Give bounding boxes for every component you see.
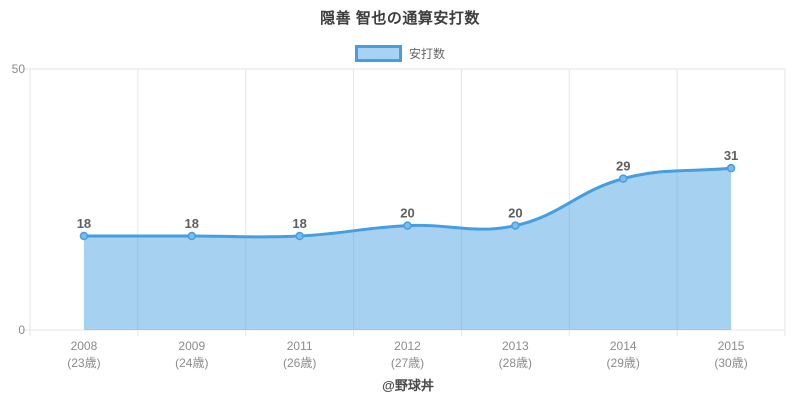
value-label: 29 [616,159,630,174]
x-tick-year: 2008 [71,339,98,353]
data-point[interactable] [403,221,412,230]
x-tick-age: (30歳) [714,356,747,370]
x-tick-age: (27歳) [391,356,424,370]
data-point[interactable] [79,231,89,241]
value-label: 18 [292,216,306,231]
x-tick-age: (28歳) [499,356,532,370]
x-tick-year: 2014 [610,339,637,353]
value-label: 20 [400,206,414,221]
x-tick-year: 2012 [394,339,421,353]
value-label: 20 [508,206,522,221]
data-point[interactable] [187,231,197,241]
data-point[interactable] [618,174,628,183]
x-tick-year: 2009 [178,339,205,353]
value-label: 31 [724,148,738,163]
data-point[interactable] [511,221,520,230]
x-tick-year: 2011 [287,339,313,353]
footer-credit: @野球丼 [382,378,434,393]
data-point[interactable] [295,231,304,241]
x-tick-age: (26歳) [283,356,316,370]
data-point[interactable] [726,163,736,173]
legend-swatch [354,45,402,62]
y-tick-label: 0 [18,323,25,337]
x-tick-year: 2013 [502,339,529,353]
x-tick-year: 2015 [718,339,745,353]
area-fill [83,168,732,330]
legend-label: 安打数 [408,47,445,61]
y-tick-label: 50 [12,62,26,76]
x-tick-age: (23歳) [67,356,100,370]
value-label: 18 [77,216,91,231]
value-label: 18 [185,216,199,231]
x-tick-age: (29歳) [607,356,640,370]
legend-item-hits[interactable]: 安打数 [0,45,800,62]
chart-title: 隠善 智也の通算安打数 [320,10,480,27]
x-tick-age: (24歳) [175,356,208,370]
